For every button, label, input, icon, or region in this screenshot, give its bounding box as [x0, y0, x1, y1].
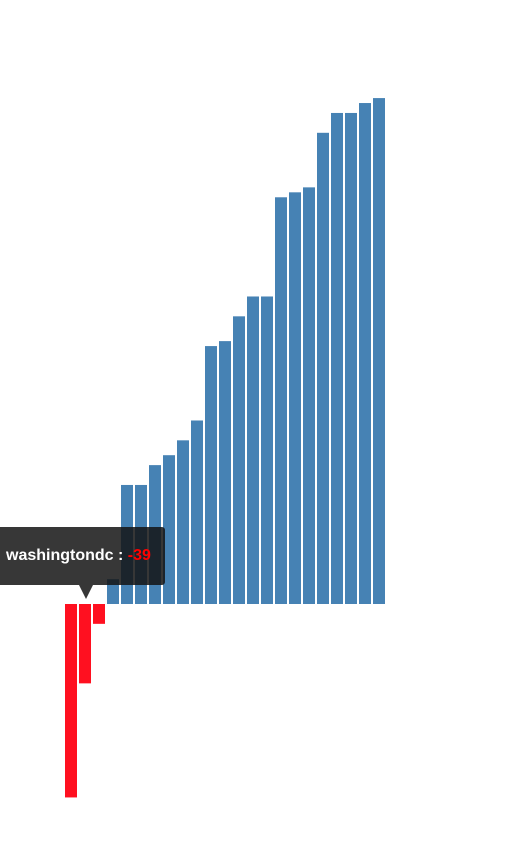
tooltip: washingtondc : -39: [0, 527, 165, 585]
bar-21[interactable]: [359, 103, 371, 604]
bar-22[interactable]: [373, 98, 385, 604]
bar-9[interactable]: [191, 420, 203, 604]
bar-18[interactable]: [317, 132, 329, 605]
bar-0[interactable]: [65, 604, 77, 798]
bar-16[interactable]: [289, 192, 301, 604]
bars-group: [65, 98, 385, 798]
bar-3[interactable]: [107, 579, 119, 604]
bar-7[interactable]: [163, 455, 175, 604]
tooltip-arrow: [79, 585, 93, 599]
bar-1[interactable]: [79, 604, 91, 684]
bar-14[interactable]: [261, 296, 273, 604]
bar-13[interactable]: [247, 296, 259, 604]
bar-19[interactable]: [331, 112, 343, 605]
bar-20[interactable]: [345, 112, 357, 605]
bar-10[interactable]: [205, 346, 217, 604]
bar-12[interactable]: [233, 316, 245, 604]
bar-8[interactable]: [177, 440, 189, 604]
tooltip-label: washingtondc :: [6, 547, 128, 564]
bar-2[interactable]: [93, 604, 105, 624]
bar-11[interactable]: [219, 341, 231, 604]
tooltip-value: -39: [127, 547, 151, 564]
bar-15[interactable]: [275, 197, 287, 604]
bar-17[interactable]: [303, 187, 315, 605]
